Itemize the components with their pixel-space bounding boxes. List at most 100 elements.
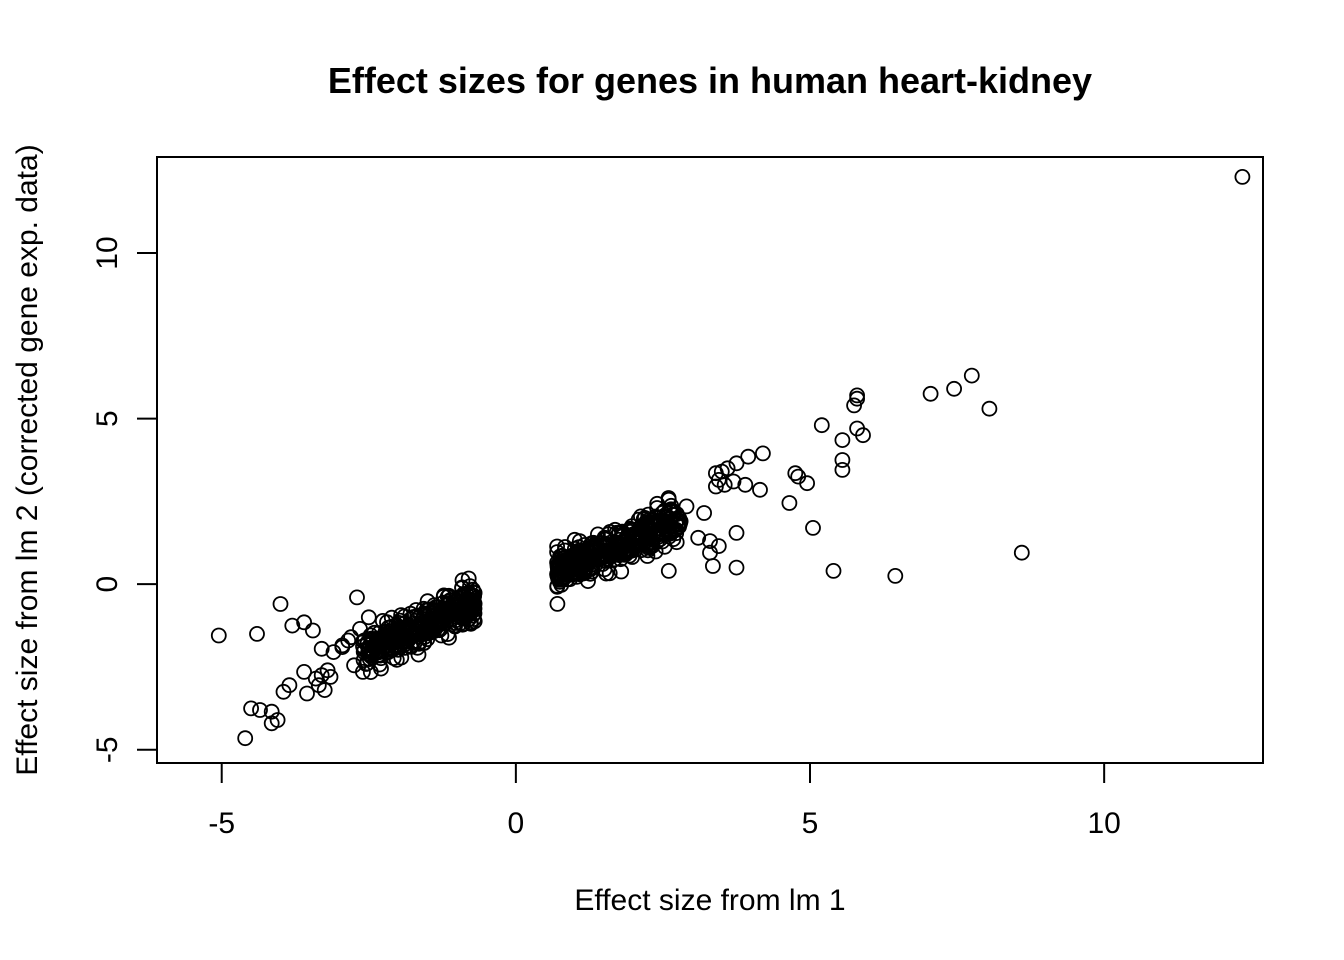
data-point [702,533,718,549]
data-points [210,168,1251,747]
data-point [424,621,441,637]
data-point [650,529,666,545]
data-point [781,495,798,511]
data-point [360,609,377,626]
data-point [284,617,301,634]
data-point [946,380,962,397]
data-point [352,621,368,637]
data-point [437,606,454,623]
data-point [313,667,330,684]
data-point [787,465,804,482]
data-point [740,448,757,465]
data-point [296,664,313,680]
data-point [562,552,578,568]
x-tick-label: -5 [208,807,235,840]
data-point [728,525,745,541]
data-point [456,603,473,620]
x-axis-label: Effect size from lm 1 [574,884,845,917]
data-point [243,700,260,717]
data-point [395,624,412,640]
data-point [439,626,456,642]
y-axis-label: Effect size from lm 2 (corrected gene ex… [11,144,44,775]
data-point [813,417,830,434]
y-axis: -5 0 5 10 [91,236,158,763]
data-point [834,452,851,468]
data-point [634,536,651,553]
data-point [805,520,821,536]
data-point [607,535,624,552]
data-point [609,542,626,559]
x-tick-label: 10 [1087,807,1120,840]
plot-area-frame [156,156,1264,764]
data-point [403,639,419,655]
data-point [660,491,677,508]
data-point [385,641,402,657]
data-point [296,614,313,631]
data-point [640,536,657,553]
x-tick-label: 5 [802,807,819,840]
data-point [361,646,378,663]
data-point [322,669,339,685]
data-point [389,623,406,640]
data-point [385,650,402,666]
chart-title: Effect sizes for genes in human heart-ki… [328,60,1092,101]
data-point [728,559,745,576]
data-point [728,455,745,472]
data-point [454,572,471,589]
data-point [963,367,980,384]
data-point [755,445,771,462]
data-point [354,664,371,680]
data-point [696,505,712,521]
data-point [363,649,380,665]
data-point [577,556,593,573]
x-tick-label: 0 [508,807,525,840]
data-point [834,432,851,449]
data-point [702,544,718,561]
data-point [379,614,395,631]
data-point [846,397,862,414]
data-point [252,702,268,718]
data-point [705,558,721,574]
y-tick-label: -5 [91,736,124,763]
data-point [364,631,381,648]
data-point [464,594,481,610]
data-point [613,563,630,580]
data-point [640,506,657,523]
data-point [304,622,321,639]
data-point [313,640,330,657]
data-point [316,682,333,698]
data-point [737,476,754,493]
data-point [272,596,289,612]
data-point [672,513,689,530]
data-point [690,529,707,546]
data-point [263,703,280,720]
data-point [716,476,733,493]
data-point [334,637,351,654]
data-point [849,387,865,404]
data-point [981,400,998,417]
data-point [601,565,618,582]
data-point [752,481,768,498]
data-point [426,608,443,625]
data-point [887,568,904,584]
data-point [1234,168,1251,185]
data-point [658,518,674,535]
data-point [553,555,570,572]
data-point [623,521,640,537]
data-point [343,629,360,646]
data-point [825,563,842,579]
data-point [651,517,668,534]
data-point [237,730,254,747]
data-point [583,535,600,552]
data-point [275,683,292,700]
data-point [573,560,590,576]
x-axis: -5 0 5 10 [208,762,1121,840]
data-point [349,589,365,606]
data-point [362,664,379,680]
data-point [725,473,742,490]
data-point [299,685,315,702]
data-point [849,420,865,437]
data-point [708,478,724,495]
data-point [454,605,471,621]
